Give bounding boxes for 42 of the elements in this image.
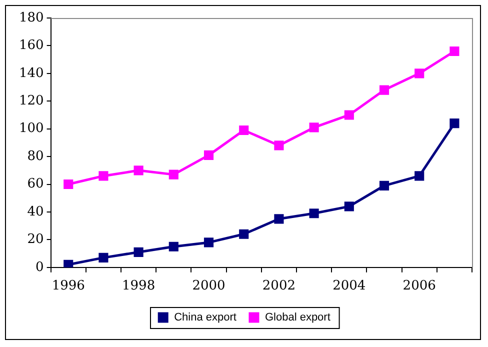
point — [98, 171, 108, 181]
y-tick-label: 180 — [18, 10, 44, 26]
legend-label: Global export — [264, 312, 330, 324]
point — [204, 150, 214, 160]
point — [274, 214, 284, 224]
point — [134, 247, 144, 257]
y-tick-label: 80 — [27, 148, 44, 164]
point — [64, 260, 74, 268]
y-tick-label: 0 — [36, 260, 44, 275]
y-tick-label: 20 — [27, 232, 44, 248]
x-tick-label: 1998 — [122, 278, 156, 294]
point — [204, 238, 214, 248]
point — [309, 122, 319, 132]
y-tick-label: 100 — [18, 121, 44, 136]
point — [309, 208, 319, 218]
point — [379, 180, 390, 190]
x-tick-label: 2004 — [332, 278, 366, 294]
point — [168, 170, 178, 180]
legend-label: China export — [174, 312, 236, 324]
y-tick-label: 40 — [27, 204, 44, 220]
y-tick-label: 120 — [18, 94, 44, 109]
point — [239, 229, 249, 239]
point — [450, 46, 460, 56]
x-tick-label: 2000 — [192, 278, 226, 294]
y-tick-label: 140 — [18, 66, 44, 81]
point — [64, 179, 74, 190]
point — [134, 166, 144, 176]
y-tick-label: 60 — [27, 176, 44, 192]
point — [239, 125, 249, 136]
point — [450, 118, 460, 128]
point — [414, 68, 424, 78]
point — [344, 202, 354, 212]
y-tick-label: 160 — [18, 38, 44, 54]
point — [344, 110, 354, 120]
point — [168, 242, 178, 252]
x-tick-label: 1996 — [52, 278, 85, 294]
x-tick-label: 2006 — [402, 278, 436, 294]
point — [98, 252, 108, 262]
point — [274, 140, 284, 150]
point — [414, 171, 424, 181]
point — [379, 85, 390, 95]
x-tick-label: 2002 — [262, 278, 296, 294]
